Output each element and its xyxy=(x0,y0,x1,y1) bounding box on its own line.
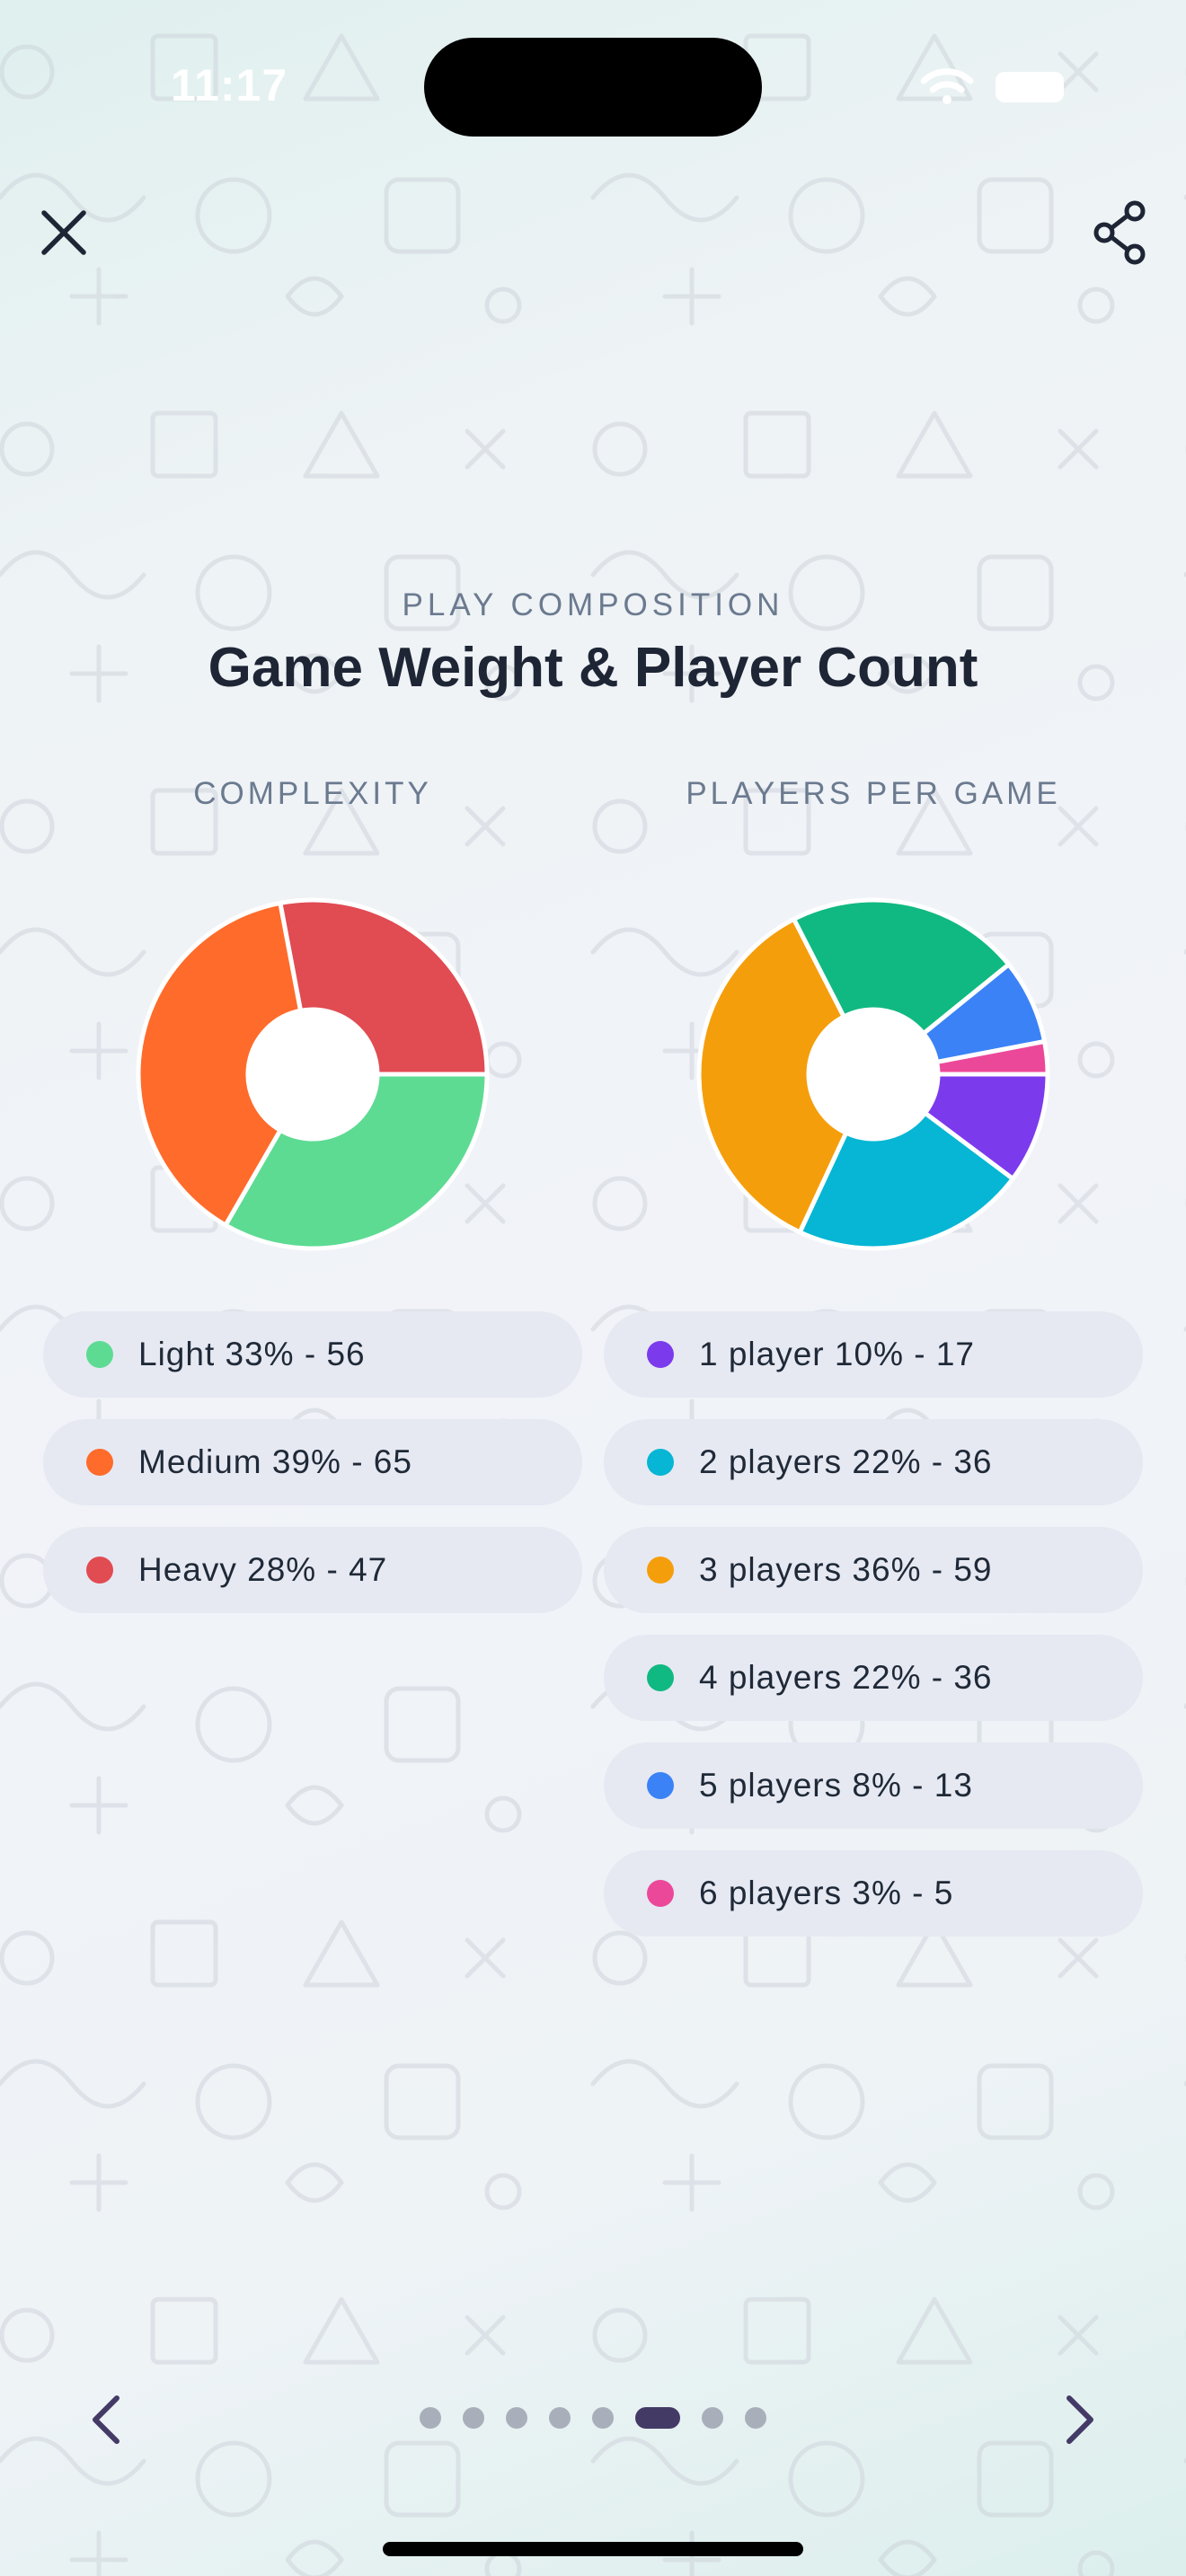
page-dot-8[interactable] xyxy=(745,2407,766,2429)
battery-icon xyxy=(996,72,1064,102)
complexity-legend: Light 33% - 56 Medium 39% - 65 Heavy 28%… xyxy=(43,1311,582,1613)
players-heading: PLAYERS PER GAME xyxy=(686,776,1061,811)
legend-label: 4 players 22% - 36 xyxy=(699,1659,993,1696)
share-icon xyxy=(1093,200,1146,265)
legend-dot xyxy=(647,1449,674,1476)
next-page-button[interactable] xyxy=(1044,2384,1116,2456)
page-dot-3[interactable] xyxy=(506,2407,527,2429)
complexity-slice-medium xyxy=(136,900,304,1229)
legend-label: Medium 39% - 65 xyxy=(138,1443,412,1480)
legend-dot xyxy=(647,1341,674,1368)
legend-item-5-players[interactable]: 5 players 8% - 13 xyxy=(604,1742,1143,1829)
legend-label: Heavy 28% - 47 xyxy=(138,1551,388,1588)
page-dot-5[interactable] xyxy=(592,2407,614,2429)
legend-label: 2 players 22% - 36 xyxy=(699,1443,993,1480)
close-icon xyxy=(41,210,86,255)
players-donut-chart xyxy=(696,897,1050,1251)
status-time: 11:17 xyxy=(171,60,288,110)
complexity-donut-hole xyxy=(248,1010,377,1139)
chevron-left-icon xyxy=(93,2395,119,2444)
legend-dot xyxy=(647,1557,674,1584)
legend-item-1-player[interactable]: 1 player 10% - 17 xyxy=(604,1311,1143,1398)
legend-item-2-players[interactable]: 2 players 22% - 36 xyxy=(604,1419,1143,1505)
legend-label: 6 players 3% - 5 xyxy=(699,1875,954,1911)
page-indicator xyxy=(413,2407,773,2429)
legend-item-medium[interactable]: Medium 39% - 65 xyxy=(43,1419,582,1505)
page-dot-4[interactable] xyxy=(549,2407,571,2429)
chevron-right-icon xyxy=(1067,2395,1093,2444)
legend-item-4-players[interactable]: 4 players 22% - 36 xyxy=(604,1635,1143,1721)
close-button[interactable] xyxy=(23,192,104,273)
page-dot-2[interactable] xyxy=(463,2407,484,2429)
legend-dot xyxy=(86,1341,113,1368)
legend-label: 1 player 10% - 17 xyxy=(699,1336,976,1372)
legend-label: 3 players 36% - 59 xyxy=(699,1551,993,1588)
legend-dot xyxy=(647,1664,674,1691)
complexity-donut-chart xyxy=(136,897,490,1251)
section-eyebrow: PLAY COMPOSITION xyxy=(402,587,784,622)
page-dot-1[interactable] xyxy=(420,2407,441,2429)
players-donut-hole xyxy=(809,1010,938,1139)
legend-dot xyxy=(86,1557,113,1584)
page-dot-6[interactable] xyxy=(635,2407,680,2429)
players-legend: 1 player 10% - 17 2 players 22% - 36 3 p… xyxy=(604,1311,1143,1936)
complexity-heading: COMPLEXITY xyxy=(193,776,432,811)
page-dot-7[interactable] xyxy=(702,2407,723,2429)
legend-item-6-players[interactable]: 6 players 3% - 5 xyxy=(604,1850,1143,1936)
legend-dot xyxy=(647,1772,674,1799)
wifi-icon xyxy=(920,68,974,104)
legend-dot xyxy=(86,1449,113,1476)
home-indicator xyxy=(383,2542,803,2556)
legend-item-light[interactable]: Light 33% - 56 xyxy=(43,1311,582,1398)
legend-item-3-players[interactable]: 3 players 36% - 59 xyxy=(604,1527,1143,1613)
legend-dot xyxy=(647,1880,674,1907)
legend-label: Light 33% - 56 xyxy=(138,1336,366,1372)
previous-page-button[interactable] xyxy=(70,2384,142,2456)
page-title: Game Weight & Player Count xyxy=(208,637,978,699)
legend-item-heavy[interactable]: Heavy 28% - 47 xyxy=(43,1527,582,1613)
complexity-slice-heavy xyxy=(278,897,490,1077)
share-button[interactable] xyxy=(1080,192,1161,273)
legend-label: 5 players 8% - 13 xyxy=(699,1767,973,1804)
dynamic-island xyxy=(424,38,762,137)
